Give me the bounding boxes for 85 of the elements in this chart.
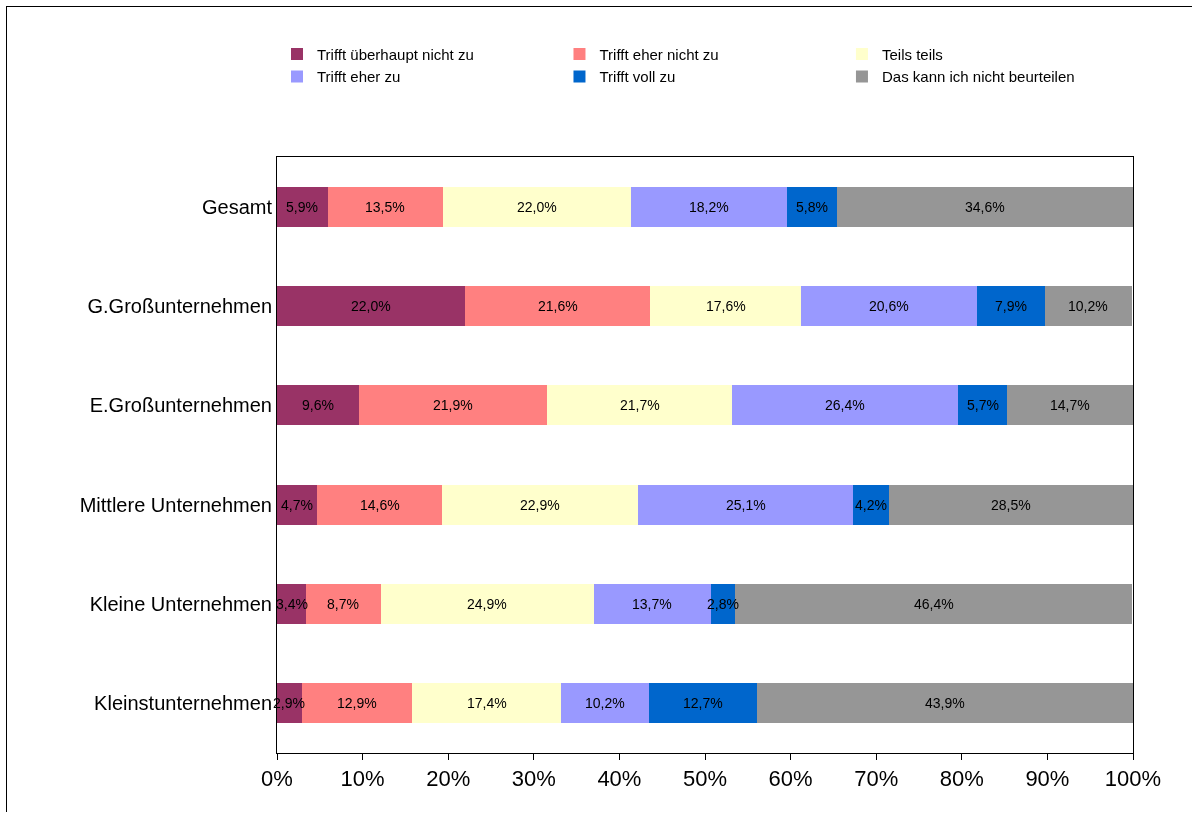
y-tick-label: Gesamt [201,195,273,218]
bar [306,584,381,624]
bar [561,683,649,724]
data-label: 12,9% [337,695,377,711]
legend-label: Trifft eher nicht zu [599,45,719,63]
x-tick-label: 70% [854,766,899,792]
bar [327,186,444,227]
x-tick-label: 10% [340,766,385,792]
bar [1007,385,1133,426]
data-label: 43,9% [925,695,965,711]
legend-label: Teils teils [881,45,943,63]
bar [732,385,959,426]
data-label: 20,6% [869,298,909,314]
bar [380,584,594,624]
data-label: 9,6% [302,397,334,413]
bar [889,484,1133,525]
bar [465,286,651,326]
data-label: 14,7% [1050,397,1090,413]
x-tick-label: 60% [768,766,813,792]
y-tick-label: Mittlere Unternehmen [79,493,272,516]
bar [317,484,443,525]
data-label: 25,1% [726,497,766,513]
data-label: 17,6% [706,298,746,314]
bar [836,186,1133,227]
data-label: 7,9% [995,298,1027,314]
data-label: 46,4% [914,596,954,612]
bar [631,186,788,227]
bar [443,186,632,227]
bar [277,484,318,525]
data-label: 18,2% [689,199,729,215]
bar [958,385,1008,426]
legend-label: Das kann ich nicht beurteilen [881,68,1075,86]
data-label: 13,7% [632,596,672,612]
y-tick-label: G.Großunternehmen [87,295,272,317]
bar [1044,286,1133,326]
data-label: 17,4% [467,695,507,711]
data-label: 14,6% [360,497,400,513]
x-tick-label: 20% [426,766,471,792]
bar [648,683,758,724]
data-label: 21,9% [433,397,473,413]
data-label: 22,0% [517,199,557,215]
x-tick-label: 50% [682,766,728,792]
data-label: 5,9% [286,199,318,215]
data-label: 5,7% [967,397,999,413]
bar [787,186,837,227]
data-label: 26,4% [825,397,865,413]
legend-label: Trifft überhaupt nicht zu [317,45,474,63]
bar [977,286,1045,326]
legend-label: Trifft eher zu [317,68,401,86]
data-label: 8,7% [327,596,359,612]
data-label: 10,2% [585,695,625,711]
data-label: 10,2% [1068,298,1108,314]
data-label: 4,7% [281,497,313,513]
x-tick-label: 90% [1025,766,1070,792]
x-tick-label: 0% [261,766,293,792]
data-label: 5,8% [796,199,828,215]
y-tick-label: E.Großunternehmen [89,394,272,417]
bar [412,683,562,724]
data-label: 21,7% [620,397,660,413]
data-label: 24,9% [467,596,507,612]
data-label: 4,2% [855,497,887,513]
bar [800,286,978,326]
data-label: 12,7% [683,695,723,711]
data-label: 22,9% [520,497,560,513]
bar [757,683,1133,724]
x-tick-label: 40% [597,766,642,792]
bar [359,385,547,426]
bar [638,484,854,525]
data-label: 13,5% [365,199,405,215]
bar [442,484,639,525]
x-tick-label: 80% [939,766,984,792]
data-label: 21,6% [538,298,578,314]
bar [277,186,328,227]
bar [277,286,466,326]
data-label: 34,6% [965,199,1005,215]
data-label: 22,0% [351,298,391,314]
legend-label: Trifft voll zu [599,68,676,86]
y-tick-label: Kleine Unternehmen [89,593,272,615]
y-tick-label: Kleinstunternehmen [94,692,272,715]
bar [277,385,360,426]
x-tick-label: 100% [1104,766,1162,792]
x-tick-label: 30% [511,766,556,792]
bar [650,286,801,326]
bar [546,385,733,426]
data-label: 28,5% [991,497,1031,513]
